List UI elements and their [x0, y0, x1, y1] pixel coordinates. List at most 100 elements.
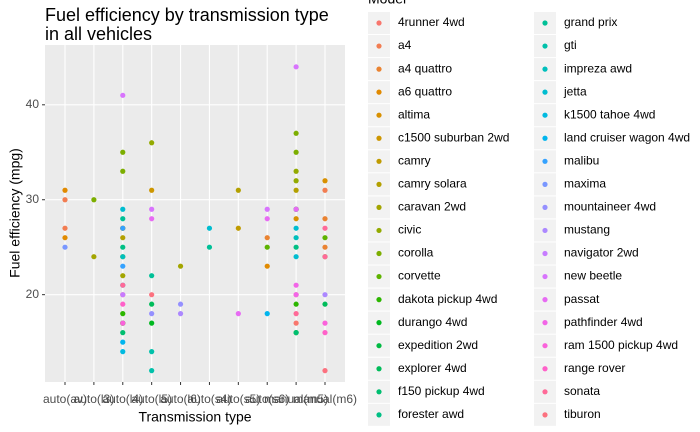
legend-label: navigator 2wd [564, 246, 639, 260]
point [264, 311, 270, 317]
legend-label: durango 4wd [398, 315, 467, 329]
legend-marker [542, 89, 548, 95]
y-axis-title: Fuel efficiency (mpg) [7, 148, 23, 278]
point [120, 273, 126, 279]
point [293, 235, 299, 241]
point [149, 187, 155, 193]
legend-label: new beetle [564, 269, 622, 283]
point [322, 254, 328, 260]
legend-title: Model [368, 0, 406, 7]
point [293, 244, 299, 250]
legend-marker [542, 66, 548, 72]
point [293, 178, 299, 184]
legend-marker [542, 181, 548, 187]
x-tick-label: manual(m5) [264, 392, 328, 406]
legend-marker [376, 297, 382, 303]
legend-label: pathfinder 4wd [564, 315, 643, 329]
point [293, 206, 299, 212]
legend-label: altima [398, 107, 430, 121]
point [293, 187, 299, 193]
point [293, 225, 299, 231]
point [322, 225, 328, 231]
legend-marker [542, 158, 548, 164]
chart-title: Fuel efficiency by transmission type in … [45, 5, 329, 44]
legend-label: corolla [398, 246, 434, 260]
point [62, 244, 68, 250]
point [91, 197, 97, 203]
point [149, 349, 155, 355]
point [322, 320, 328, 326]
legend-label: a4 [398, 38, 412, 52]
legend-marker [376, 66, 382, 72]
legend-marker [376, 112, 382, 118]
legend-marker [376, 204, 382, 210]
point [177, 263, 184, 269]
point [120, 92, 126, 98]
point [120, 235, 126, 241]
point [120, 263, 126, 269]
point [322, 330, 328, 336]
legend-marker [542, 43, 548, 49]
legend-marker [542, 250, 548, 257]
legend-marker [542, 112, 548, 118]
legend-marker [376, 135, 382, 141]
legend-marker [376, 250, 382, 257]
legend-label: k1500 tahoe 4wd [564, 107, 655, 121]
legend-marker [542, 320, 548, 326]
point [293, 130, 299, 136]
legend-label: civic [398, 223, 421, 237]
point [91, 254, 97, 260]
point [120, 349, 126, 355]
legend-label: 4runner 4wd [398, 15, 465, 29]
point [293, 292, 299, 298]
point [120, 330, 126, 336]
legend-label: corvette [398, 269, 441, 283]
point [120, 292, 126, 298]
legend-marker [376, 227, 382, 234]
point [120, 301, 126, 307]
point [149, 320, 155, 326]
x-tick-label: auto(av) [43, 392, 87, 406]
legend-marker [542, 412, 548, 418]
x-tick-label: auto(s6) [245, 392, 289, 406]
point [120, 320, 126, 326]
point [177, 301, 184, 307]
legend-marker [376, 389, 382, 395]
legend-label: explorer 4wd [398, 361, 467, 375]
point [264, 235, 270, 241]
point [62, 197, 68, 203]
legend-marker [542, 297, 548, 303]
x-tick-label: auto(l4) [102, 392, 143, 406]
legend-label: camry [398, 153, 431, 167]
legend-marker [542, 389, 548, 395]
legend-label: forester awd [398, 407, 464, 421]
legend-label: dakota pickup 4wd [398, 292, 497, 306]
x-axis-title: Transmission type [138, 409, 251, 425]
legend-label: camry solara [398, 177, 467, 191]
legend-marker [376, 320, 382, 326]
point [149, 368, 155, 374]
legend-label: gti [564, 38, 577, 52]
x-tick-label: auto(l5) [131, 392, 172, 406]
point [149, 140, 155, 146]
point [293, 330, 299, 336]
legend-label: c1500 suburban 2wd [398, 130, 509, 144]
legend-marker [376, 343, 382, 349]
point [293, 64, 299, 70]
point [149, 216, 155, 222]
legend-label: ram 1500 pickup 4wd [564, 338, 678, 352]
point [322, 301, 328, 307]
point [149, 273, 155, 279]
legend-label: expedition 2wd [398, 338, 478, 352]
point [206, 244, 213, 250]
point [62, 225, 68, 231]
point [120, 339, 126, 345]
legend-marker [542, 20, 548, 26]
legend-label: mountaineer 4wd [564, 200, 656, 214]
legend-label: maxima [564, 177, 606, 191]
point [322, 235, 328, 241]
point [264, 244, 270, 250]
point [62, 187, 68, 193]
legend-marker [542, 273, 548, 280]
